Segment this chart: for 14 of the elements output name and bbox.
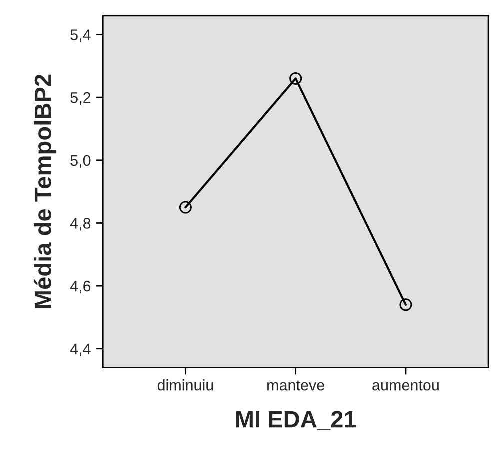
point	[290, 72, 302, 85]
y-tick-label: 4,6	[70, 280, 91, 294]
point	[400, 298, 412, 312]
point	[179, 201, 192, 214]
y-tick-label: 4,8	[70, 218, 91, 231]
x-tick-label: aumentou	[372, 380, 439, 391]
y-tick-label: 5,0	[70, 155, 91, 168]
x-tick-label: diminuiu	[158, 380, 214, 391]
y-tick-label: 5,4	[70, 30, 91, 42]
y-axis-title: Média de TempolBP2	[34, 74, 56, 308]
x-tick-label: manteve	[268, 380, 324, 391]
y-tick-label: 4,4	[70, 344, 91, 356]
y-tick-label: 5,2	[70, 92, 91, 106]
x-axis-title: MI EDA_21	[236, 411, 356, 430]
